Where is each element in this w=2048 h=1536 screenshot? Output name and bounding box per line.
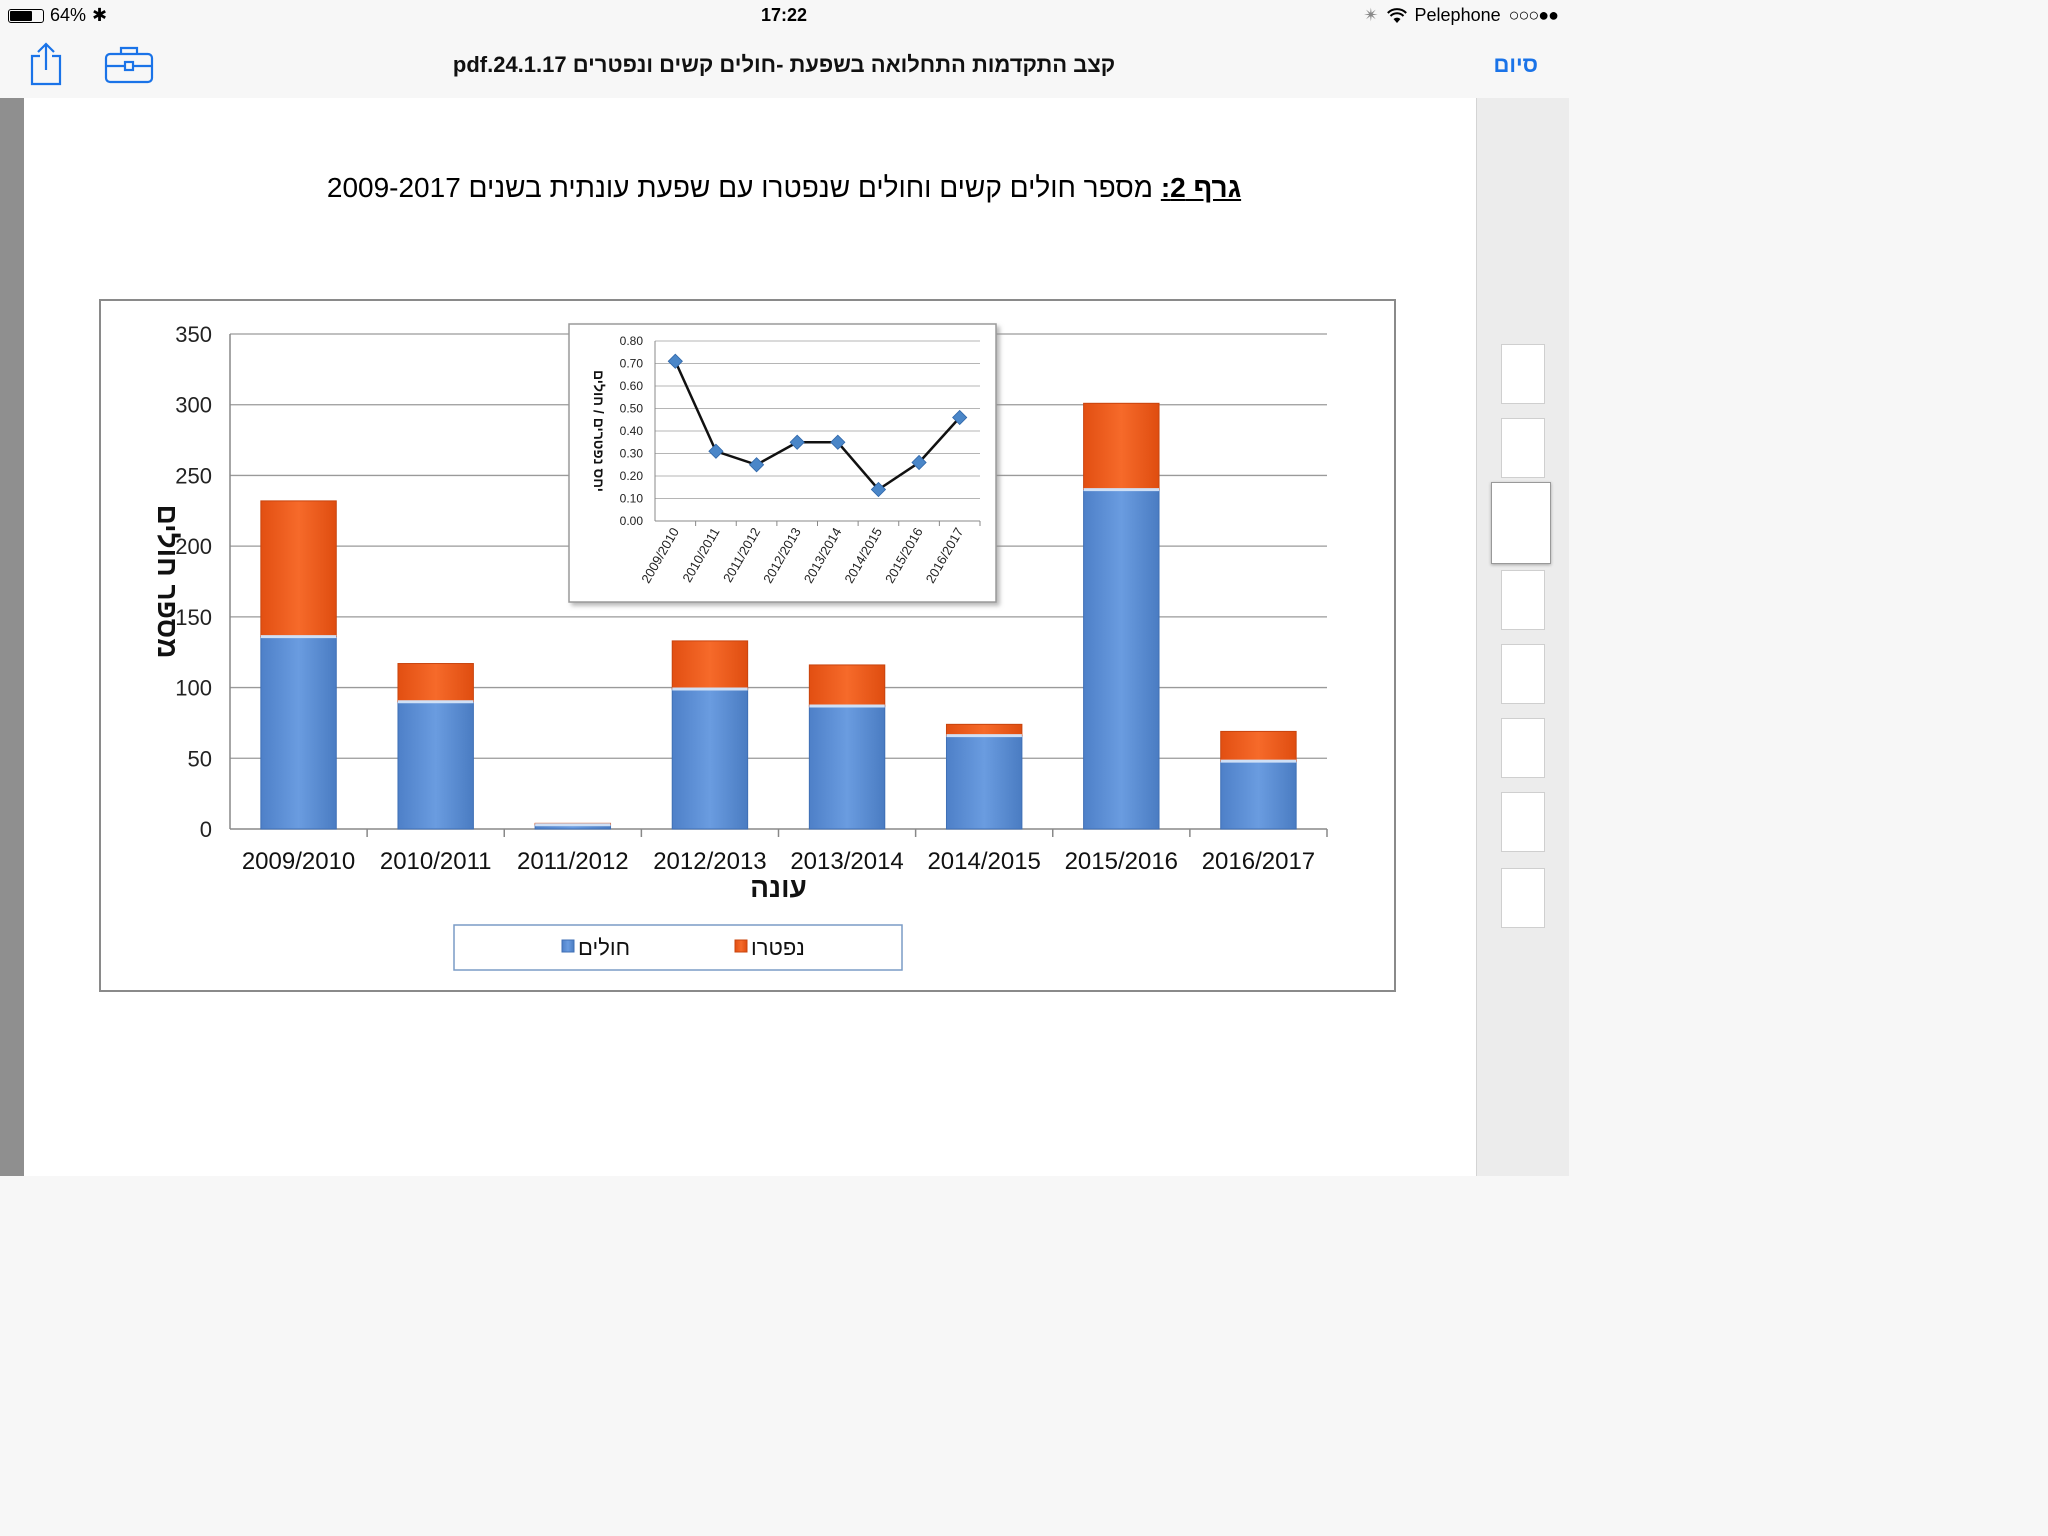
y-tick-label: 50	[188, 746, 212, 771]
y-tick-label: 150	[175, 605, 212, 630]
figure-title-lead: גרף 2:	[1160, 172, 1242, 203]
bar-sick	[1083, 489, 1160, 830]
page-thumbnails	[1476, 98, 1569, 1176]
ratio-point	[789, 434, 805, 450]
battery-percent: 64%	[50, 5, 87, 25]
status-left: 64% ✱	[8, 5, 107, 26]
y-tick-label: 350	[175, 322, 212, 347]
document-title: קצב התקדמות התחלואה בשפעת -חולים קשים ונ…	[452, 52, 1116, 77]
bar-sick	[260, 636, 337, 830]
bar-died	[397, 663, 474, 703]
activity-spinner-icon: ✴	[1363, 5, 1379, 25]
thumbnail-page-5[interactable]	[1501, 644, 1545, 704]
inset-y-axis-title: יחס נפטרים / חולים	[591, 370, 607, 492]
navigation-bar: קצב התקדמות התחלואה בשפעת -חולים קשים ונ…	[0, 32, 1568, 99]
legend-box	[453, 924, 903, 971]
bluetooth-icon: ✱	[92, 5, 108, 25]
wifi-icon	[1386, 7, 1407, 23]
ratio-point	[870, 481, 887, 498]
bar-chart: 0 50 100 150 200 250 300 350 2009/2010 2010/2011 2…	[152, 322, 1328, 903]
ratio-point	[748, 457, 765, 473]
x-tick-label: 2011/2012	[517, 848, 629, 875]
inset-y-tick-label: 0.40	[620, 424, 644, 438]
thumbnail-page-2[interactable]	[1501, 418, 1545, 478]
bar-sick	[808, 705, 886, 830]
page-gutter	[0, 98, 24, 1176]
chart-legend: חולים נפטרו	[453, 924, 903, 971]
ratio-line-chart: 0.000.100.200.300.400.500.600.700.802009…	[568, 323, 997, 603]
thumbnail-page-1[interactable]	[1501, 344, 1545, 404]
ratio-point	[911, 454, 927, 471]
thumbnail-page-3[interactable]	[1491, 482, 1551, 564]
legend-label-sick: חולים	[578, 935, 630, 960]
bar-sick	[945, 735, 1023, 830]
share-icon[interactable]	[28, 42, 64, 86]
bar-died	[1083, 402, 1160, 491]
signal-icon: ○○○●●	[1508, 5, 1559, 25]
bar-died	[808, 664, 886, 707]
y-axis-title: מספר חולים	[152, 505, 183, 659]
toolbox-icon[interactable]	[104, 44, 154, 84]
ratio-point	[667, 353, 683, 369]
clock: 17:22	[760, 5, 808, 25]
x-tick-label: 2015/2016	[1065, 848, 1178, 875]
bar-sick	[671, 688, 749, 830]
battery-icon	[8, 8, 44, 23]
thumbnail-page-4[interactable]	[1501, 570, 1545, 630]
figure-title-text: מספר חולים קשים וחולים שנפטרו עם שפעת עו…	[326, 172, 1161, 203]
bar-sick	[397, 701, 474, 830]
inset-y-tick-label: 0.70	[620, 357, 644, 371]
chart-canvas: 0 50 100 150 200 250 300 350 2009/2010 2010/2011 2…	[99, 299, 1396, 992]
x-tick-label: 2010/2011	[380, 848, 492, 875]
inset-y-tick-label: 0.30	[620, 447, 644, 461]
inset-y-tick-label: 0.80	[620, 334, 644, 348]
bar-died	[1220, 730, 1297, 762]
status-bar: 64% ✱ 17:22 ✴ Pelephone ○○○●●	[0, 0, 1568, 32]
thumbnail-page-7[interactable]	[1501, 792, 1545, 852]
thumbnail-page-6[interactable]	[1501, 718, 1545, 778]
ratio-point	[952, 409, 968, 426]
y-tick-label: 100	[175, 676, 212, 701]
x-tick-label: 2014/2015	[927, 848, 1040, 875]
done-button[interactable]: סיום	[1493, 52, 1538, 77]
y-tick-label: 0	[200, 817, 212, 842]
legend-label-died: נפטרו	[751, 935, 805, 960]
x-axis-title: עונה	[750, 872, 807, 903]
inset-y-tick-label: 0.10	[620, 492, 644, 506]
ratio-line	[674, 360, 961, 492]
bar-died	[671, 640, 749, 690]
y-tick-label: 200	[175, 534, 212, 559]
legend-swatch-died	[734, 939, 748, 953]
x-tick-label: 2013/2014	[790, 848, 903, 875]
ratio-point	[830, 434, 846, 450]
inset-y-tick-label: 0.20	[620, 469, 644, 483]
bar-died	[260, 500, 337, 638]
figure-title: גרף 2: מספר חולים קשים וחולים שנפטרו עם …	[0, 172, 1568, 204]
legend-swatch-sick	[561, 939, 575, 953]
y-tick-label: 300	[175, 393, 212, 418]
thumbnail-page-8[interactable]	[1501, 868, 1545, 928]
inset-y-tick-label: 0.00	[620, 514, 644, 528]
bar-sick	[1220, 760, 1297, 830]
inset-y-tick-label: 0.60	[620, 379, 644, 393]
inset-y-tick-label: 0.50	[620, 402, 644, 416]
y-tick-label: 250	[175, 463, 212, 488]
x-tick-label: 2009/2010	[242, 848, 355, 875]
carrier-name: Pelephone	[1414, 5, 1501, 25]
ratio-point	[708, 443, 724, 459]
status-right: ✴ Pelephone ○○○●●	[1363, 5, 1559, 26]
x-tick-label: 2016/2017	[1202, 848, 1315, 875]
x-tick-label: 2012/2013	[653, 848, 766, 875]
bar-died	[945, 723, 1023, 737]
